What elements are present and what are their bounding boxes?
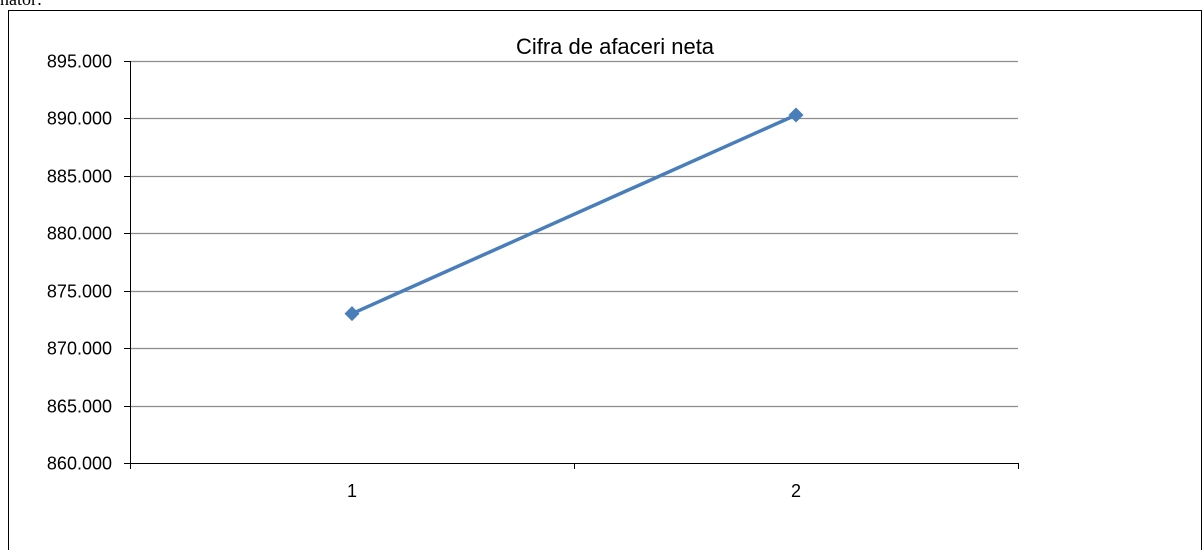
y-tick-label: 860.000	[47, 454, 112, 474]
chart-title: Cifra de afaceri neta	[516, 34, 715, 59]
y-tick-label: 875.000	[47, 282, 112, 302]
y-axis-tick-labels: 860.000 865.000 870.000 875.000 880.000 885.0…	[47, 52, 112, 474]
y-tick-label: 865.000	[47, 397, 112, 417]
top-text-fragment: nator:	[0, 0, 42, 10]
y-tick-label: 885.000	[47, 167, 112, 187]
data-point-marker	[344, 306, 360, 322]
axes	[124, 61, 1019, 469]
chart-frame	[8, 10, 1202, 550]
y-tick-label: 890.000	[47, 109, 112, 129]
y-tick-label: 870.000	[47, 339, 112, 359]
series	[344, 107, 804, 322]
y-tick-label: 880.000	[47, 224, 112, 244]
gridlines	[130, 60, 1018, 408]
x-tick-label: 1	[347, 481, 357, 501]
x-tick-label: 2	[791, 481, 801, 501]
data-point-marker	[788, 107, 804, 123]
y-tick-label: 895.000	[47, 52, 112, 72]
series-line	[351, 113, 797, 316]
